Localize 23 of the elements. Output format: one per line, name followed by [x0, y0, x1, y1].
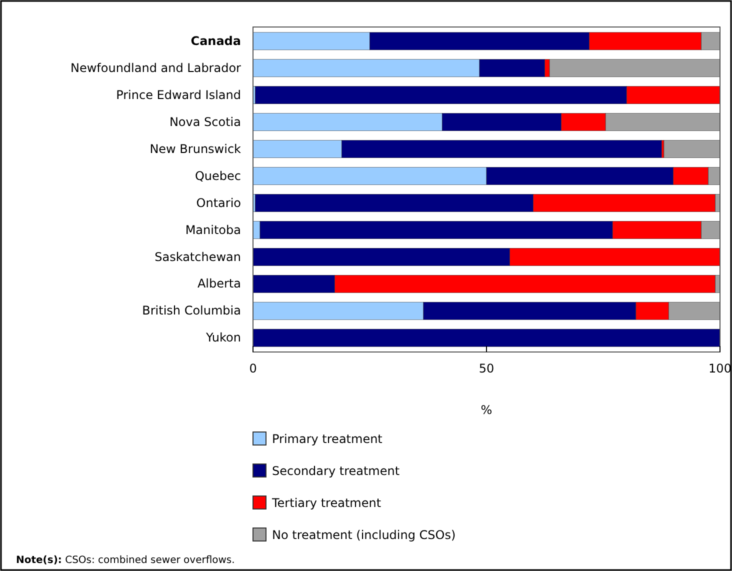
legend-label: Tertiary treatment — [271, 496, 382, 510]
text: Note(s): CSOs: combined sewer overflows. — [16, 555, 235, 566]
legend-label: No treatment (including CSOs) — [272, 528, 456, 542]
bar — [252, 328, 720, 347]
y-tick-label: Canada — [190, 34, 241, 48]
x-tick-label: 0 — [249, 362, 257, 376]
y-tick-label: British Columbia — [142, 304, 241, 318]
y-tick-label: Prince Edward Island — [116, 88, 241, 102]
x-tick-label: 50 — [478, 362, 494, 376]
x-tick-label: 100 — [708, 362, 732, 376]
legend-label: Primary treatment — [272, 432, 383, 446]
y-tick-label: Quebec — [194, 168, 241, 183]
legend-label: Secondary treatment — [272, 464, 400, 478]
y-tick-label: Alberta — [197, 276, 241, 291]
y-tick-label: Yukon — [204, 330, 241, 345]
x-axis-title: % — [480, 403, 492, 417]
y-tick-label: Nova Scotia — [169, 114, 241, 129]
y-tick-label: Saskatchewan — [154, 250, 241, 264]
y-tick-label: Newfoundland and Labrador — [70, 60, 242, 75]
bar — [664, 140, 720, 158]
y-tick-label: Ontario — [196, 196, 241, 210]
y-tick-label: Manitoba — [185, 222, 241, 237]
y-tick-label: New Brunswick — [150, 142, 242, 156]
